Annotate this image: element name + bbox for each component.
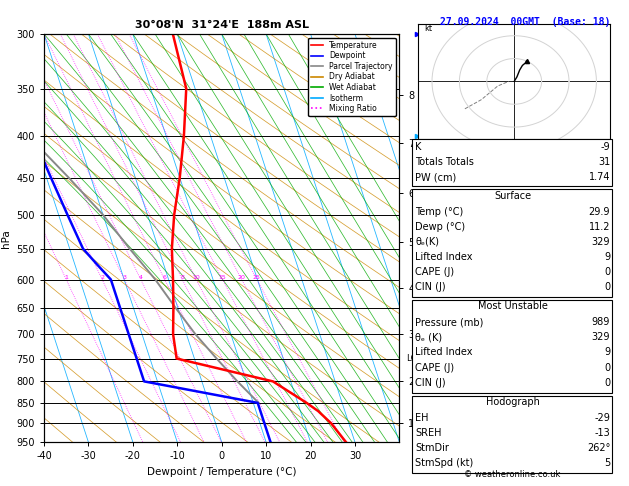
Text: K: K [415,142,421,152]
Text: PW (cm): PW (cm) [415,172,457,182]
Text: 10: 10 [192,275,200,279]
Text: SREH: SREH [415,428,442,438]
Text: -13: -13 [594,428,610,438]
Text: kt: kt [424,24,432,33]
Text: 3: 3 [123,275,126,279]
Text: Lifted Index: Lifted Index [415,252,472,262]
Text: 15: 15 [218,275,226,279]
Text: Pressure (mb): Pressure (mb) [415,317,484,328]
Text: Lifted Index: Lifted Index [415,347,472,358]
Text: EH: EH [415,413,428,423]
Text: CIN (J): CIN (J) [415,282,446,292]
Text: 1: 1 [64,275,68,279]
Text: 0: 0 [604,282,610,292]
Text: CAPE (J): CAPE (J) [415,363,454,373]
Text: Most Unstable: Most Unstable [477,301,548,312]
Y-axis label: km
ASL: km ASL [418,229,439,247]
Legend: Temperature, Dewpoint, Parcel Trajectory, Dry Adiabat, Wet Adiabat, Isotherm, Mi: Temperature, Dewpoint, Parcel Trajectory… [308,38,396,116]
Text: LCL: LCL [406,354,421,363]
Text: CAPE (J): CAPE (J) [415,267,454,277]
Text: 989: 989 [592,317,610,328]
Text: 25: 25 [253,275,261,279]
Text: 1.74: 1.74 [589,172,610,182]
Text: 11.2: 11.2 [589,222,610,232]
Text: Surface: Surface [494,191,532,201]
Text: Totals Totals: Totals Totals [415,157,474,167]
Text: θₑ(K): θₑ(K) [415,237,439,247]
Y-axis label: hPa: hPa [1,229,11,247]
Text: 6: 6 [163,275,167,279]
Text: 4: 4 [139,275,143,279]
Text: 0: 0 [604,267,610,277]
Text: -29: -29 [594,413,610,423]
Text: 27.09.2024  00GMT  (Base: 18): 27.09.2024 00GMT (Base: 18) [440,17,610,27]
Text: 8: 8 [181,275,184,279]
Text: © weatheronline.co.uk: © weatheronline.co.uk [464,469,561,479]
Text: StmDir: StmDir [415,443,449,453]
Text: θₑ (K): θₑ (K) [415,332,442,343]
Title: 30°08'N  31°24'E  188m ASL: 30°08'N 31°24'E 188m ASL [135,20,309,31]
Text: 31: 31 [598,157,610,167]
Text: 329: 329 [592,237,610,247]
Text: 0: 0 [604,363,610,373]
Text: 329: 329 [592,332,610,343]
Text: -9: -9 [601,142,610,152]
Text: 2: 2 [100,275,104,279]
Text: 0: 0 [604,378,610,388]
Text: Dewp (°C): Dewp (°C) [415,222,465,232]
Text: 20: 20 [238,275,245,279]
Text: 262°: 262° [587,443,610,453]
Text: StmSpd (kt): StmSpd (kt) [415,458,474,469]
Text: 5: 5 [604,458,610,469]
X-axis label: Dewpoint / Temperature (°C): Dewpoint / Temperature (°C) [147,467,296,477]
Text: 9: 9 [604,347,610,358]
Text: CIN (J): CIN (J) [415,378,446,388]
Text: 9: 9 [604,252,610,262]
Text: Temp (°C): Temp (°C) [415,207,464,217]
Text: 29.9: 29.9 [589,207,610,217]
Text: Hodograph: Hodograph [486,397,540,407]
